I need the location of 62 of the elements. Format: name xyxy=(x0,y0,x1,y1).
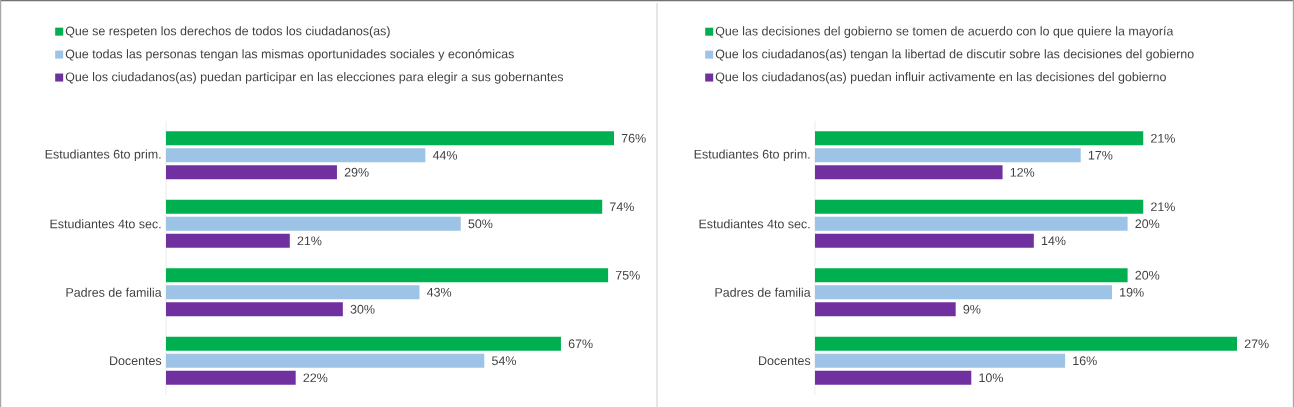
y-tick-label: Padres de familia xyxy=(715,287,811,297)
bar xyxy=(815,148,1081,163)
y-tick-label: Estudiantes 4to sec. xyxy=(50,219,161,229)
y-tick-label: Docentes xyxy=(110,356,162,366)
bar xyxy=(166,199,603,214)
data-label: 22% xyxy=(303,373,328,383)
bar xyxy=(166,148,426,163)
legend-label: Que las decisiones del gobierno se tomen de acuerdo con lo que quiere la mayoría xyxy=(715,26,1174,38)
bar xyxy=(166,285,420,300)
bar xyxy=(166,302,343,317)
data-label: 21% xyxy=(297,236,322,246)
bar xyxy=(166,353,485,368)
y-tick-label: Docentes xyxy=(759,356,811,366)
data-label: 75% xyxy=(615,270,640,280)
y-tick-label: Estudiantes 4to sec. xyxy=(699,219,810,229)
bar xyxy=(815,302,956,317)
y-tick-label: Estudiantes 6to prim. xyxy=(45,149,161,162)
bar xyxy=(815,285,1112,300)
bar xyxy=(815,336,1238,351)
data-label: 20% xyxy=(1135,270,1160,280)
legend-label: Que se respeten los derechos de todos los ciudadanos(as) xyxy=(65,26,390,38)
legend-label: Que todas las personas tengan las mismas oportunidades sociales y económicas xyxy=(65,49,514,61)
data-label: 54% xyxy=(492,356,516,366)
bar xyxy=(166,268,609,283)
bar xyxy=(815,370,972,385)
data-label: 17% xyxy=(1088,150,1113,160)
data-label: 76% xyxy=(621,133,646,143)
data-label: 9% xyxy=(963,304,981,314)
legend-label: Que los ciudadanos(as) puedan influir activamente en las decisiones del gobierno xyxy=(715,72,1166,84)
bar xyxy=(815,216,1128,231)
bar xyxy=(815,268,1128,283)
data-label: 14% xyxy=(1041,236,1066,246)
data-label: 50% xyxy=(468,219,493,229)
data-label: 44% xyxy=(432,150,458,160)
data-label: 67% xyxy=(568,339,593,349)
data-label: 20% xyxy=(1135,219,1160,229)
bar xyxy=(166,336,561,351)
y-tick-label: Padres de familia xyxy=(66,287,162,297)
bar xyxy=(166,131,614,146)
bar xyxy=(815,353,1066,368)
bar xyxy=(166,216,461,231)
bar xyxy=(815,199,1144,214)
data-label: 21% xyxy=(1151,202,1175,212)
data-label: 16% xyxy=(1073,356,1097,366)
bar xyxy=(166,370,296,385)
bar xyxy=(166,233,290,248)
bar xyxy=(815,165,1003,180)
bar xyxy=(815,131,1144,146)
data-label: 30% xyxy=(350,304,375,314)
legend-label: Que los ciudadanos(as) puedan participar en las elecciones para elegir a sus gobernantes xyxy=(65,72,564,84)
data-label: 27% xyxy=(1244,339,1269,349)
data-label: 10% xyxy=(979,373,1003,383)
bar xyxy=(815,233,1034,248)
y-tick-label: Estudiantes 6to prim. xyxy=(694,149,810,162)
data-label: 43% xyxy=(426,287,452,297)
data-label: 21% xyxy=(1151,133,1175,143)
data-label: 19% xyxy=(1120,287,1144,297)
data-label: 12% xyxy=(1010,167,1035,177)
data-label: 29% xyxy=(344,167,369,177)
data-label: 74% xyxy=(610,202,634,212)
legend-label: Que los ciudadanos(as) tengan la libertad de discutir sobre las decisiones del gobierno xyxy=(715,49,1194,61)
bar xyxy=(166,165,337,180)
